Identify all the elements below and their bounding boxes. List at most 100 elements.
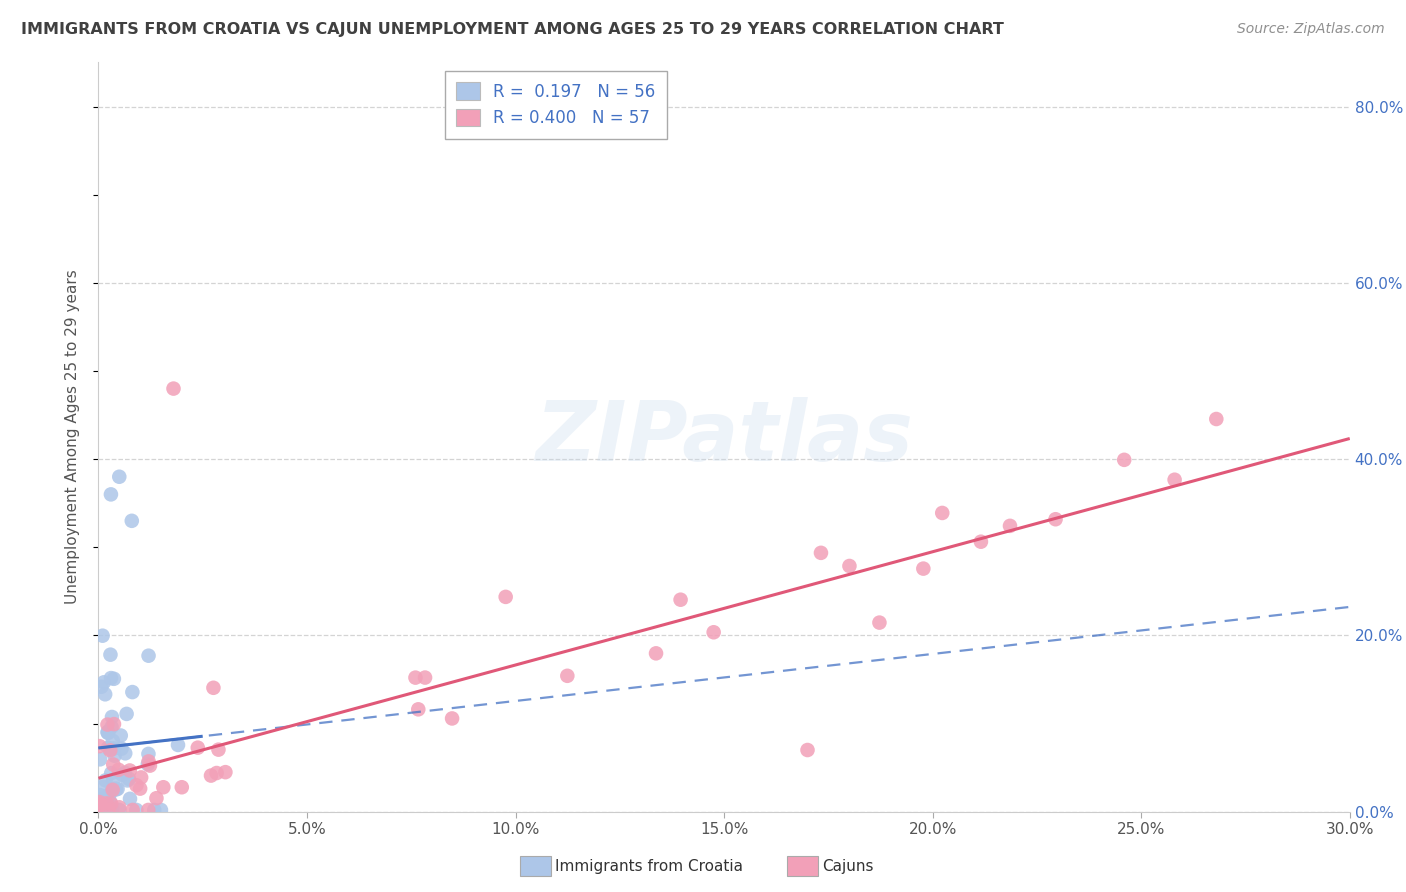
Point xyxy=(115,706,138,721)
Point xyxy=(838,559,860,574)
Point xyxy=(96,797,118,811)
Point xyxy=(406,702,429,716)
Point xyxy=(931,506,953,520)
Point xyxy=(96,803,118,817)
Point xyxy=(107,781,129,796)
Point xyxy=(89,803,111,817)
Point xyxy=(138,747,160,761)
Legend: R =  0.197   N = 56, R = 0.400   N = 57: R = 0.197 N = 56, R = 0.400 N = 57 xyxy=(444,70,666,139)
Point xyxy=(125,778,148,792)
Point xyxy=(998,519,1021,533)
Point xyxy=(413,671,436,685)
Point xyxy=(101,782,124,797)
Point xyxy=(89,739,111,753)
Text: Source: ZipAtlas.com: Source: ZipAtlas.com xyxy=(1237,22,1385,37)
Point xyxy=(98,741,121,756)
Point xyxy=(89,803,111,817)
Point xyxy=(138,648,160,663)
Point xyxy=(103,748,125,763)
Point xyxy=(100,648,122,662)
Point xyxy=(94,803,117,817)
Point xyxy=(97,789,120,803)
Y-axis label: Unemployment Among Ages 25 to 29 years: Unemployment Among Ages 25 to 29 years xyxy=(65,269,80,605)
Point xyxy=(108,800,131,814)
Point xyxy=(108,803,131,817)
Point xyxy=(90,680,112,694)
Point xyxy=(810,546,832,560)
Point xyxy=(100,487,122,501)
Point xyxy=(105,782,128,797)
Point xyxy=(96,725,118,739)
Point xyxy=(103,672,125,686)
Text: ZIPatlas: ZIPatlas xyxy=(536,397,912,477)
Point xyxy=(200,768,222,782)
Point xyxy=(404,671,426,685)
Point xyxy=(97,726,120,740)
Point xyxy=(149,803,172,817)
Point xyxy=(129,781,152,796)
Point xyxy=(970,534,993,549)
Point xyxy=(136,757,159,772)
Point xyxy=(101,710,124,724)
Point xyxy=(107,763,129,777)
Point xyxy=(103,757,125,772)
Point xyxy=(103,741,125,756)
Point xyxy=(111,768,134,782)
Text: IMMIGRANTS FROM CROATIA VS CAJUN UNEMPLOYMENT AMONG AGES 25 TO 29 YEARS CORRELAT: IMMIGRANTS FROM CROATIA VS CAJUN UNEMPLO… xyxy=(21,22,1004,37)
Point xyxy=(703,625,725,640)
Point xyxy=(96,717,118,731)
Point xyxy=(89,795,111,809)
Point xyxy=(138,755,160,769)
Point xyxy=(125,803,148,817)
Point xyxy=(98,743,121,757)
Point xyxy=(100,720,122,734)
Point xyxy=(121,685,143,699)
Point xyxy=(110,741,132,756)
Point xyxy=(104,781,127,796)
Point xyxy=(117,773,139,788)
Point xyxy=(139,758,162,772)
Point xyxy=(98,787,121,801)
Point xyxy=(89,803,111,817)
Point xyxy=(214,765,236,780)
Point xyxy=(94,773,117,788)
Point xyxy=(143,803,166,817)
Point xyxy=(495,590,517,604)
Point xyxy=(1163,473,1185,487)
Point xyxy=(118,792,141,806)
Point xyxy=(97,740,120,755)
Point xyxy=(100,803,122,817)
Point xyxy=(187,740,209,755)
Point xyxy=(89,797,111,812)
Point xyxy=(118,764,141,778)
Point xyxy=(205,766,228,780)
Text: Cajuns: Cajuns xyxy=(823,859,875,873)
Point xyxy=(121,803,143,817)
Point xyxy=(1114,453,1136,467)
Point xyxy=(93,791,115,805)
Point xyxy=(101,734,124,748)
Point xyxy=(121,514,143,528)
Point xyxy=(114,747,136,761)
Point xyxy=(100,671,122,685)
Point xyxy=(89,752,111,766)
Point xyxy=(103,717,125,731)
Point xyxy=(91,780,114,794)
Point xyxy=(136,803,159,817)
Point xyxy=(101,772,124,787)
Point xyxy=(912,561,935,575)
Point xyxy=(669,592,692,607)
Point xyxy=(796,743,818,757)
Point xyxy=(441,711,464,725)
Point xyxy=(89,788,111,802)
Point xyxy=(89,797,111,812)
Point xyxy=(118,772,141,786)
Point xyxy=(557,669,579,683)
Point xyxy=(202,681,225,695)
Point xyxy=(129,771,152,785)
Point xyxy=(101,803,124,817)
Point xyxy=(97,803,120,817)
Point xyxy=(1045,512,1067,526)
Point xyxy=(145,791,167,805)
Point xyxy=(868,615,890,630)
